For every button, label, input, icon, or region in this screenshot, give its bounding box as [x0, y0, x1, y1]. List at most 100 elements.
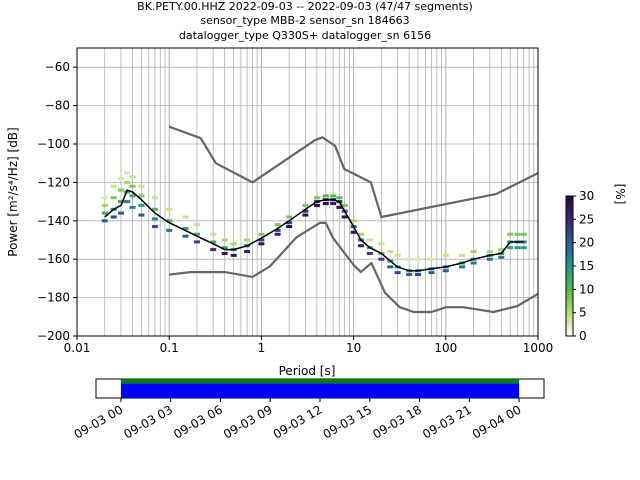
psd-cell [507, 246, 514, 250]
psd-cell [406, 273, 413, 277]
psd-cell [415, 257, 422, 261]
figure-title-line-2: sensor_type MBB-2 sensor_sn 184663 [200, 14, 409, 27]
psd-cell [428, 257, 435, 261]
psd-cell [302, 203, 309, 207]
psd-cell [415, 273, 422, 277]
psd-cell [486, 257, 493, 261]
y-axis-label: Power [m²/s⁴/Hz] [dB] [6, 127, 20, 256]
psd-cell [221, 238, 228, 242]
colorbar-tick-label: 5 [579, 306, 587, 320]
psd-cell [182, 234, 189, 238]
psd-cell [124, 200, 131, 204]
colorbar-gradient [565, 195, 574, 337]
psd-cell [498, 248, 505, 252]
psd-cell [117, 211, 124, 215]
psd-cell [406, 257, 413, 261]
psd-cell [322, 194, 329, 198]
x-tick-label: 0.1 [160, 341, 179, 355]
psd-cell [520, 240, 527, 244]
psd-cell [193, 223, 200, 227]
colorbar-tick-label: 15 [579, 259, 594, 273]
plot-frame [76, 47, 539, 337]
psd-cell [151, 217, 158, 221]
psd-cell [507, 232, 514, 236]
psd-cell [129, 184, 136, 188]
y-tick-label: −80 [45, 99, 70, 113]
psd-cell [244, 238, 251, 242]
timeline-tick-label: 09-03 15 [321, 402, 375, 441]
colorbar-ticks: 0 5 10 15 20 25 30 [573, 189, 594, 343]
psd-cell [286, 221, 293, 225]
y-tick-label: −140 [37, 214, 70, 228]
psd-cell [129, 205, 136, 209]
plot-background [77, 48, 538, 336]
psd-cell [210, 232, 217, 236]
colorbar-tick-label: 25 [579, 212, 594, 226]
psd-cell [394, 271, 401, 275]
psd-cell [486, 250, 493, 254]
psd-cell [110, 184, 117, 188]
x-axis-ticks: 0.01 0.1 1 10 100 1000 [64, 336, 553, 355]
psd-cell [101, 196, 108, 200]
high-noise-model-line [168, 125, 539, 219]
psd-cell [101, 219, 108, 223]
y-tick-label: −100 [37, 137, 70, 151]
psd-cell [428, 271, 435, 275]
psd-cell [387, 265, 394, 269]
x-tick-label: 10 [346, 341, 361, 355]
timeline-tick-label: 09-03 12 [271, 402, 325, 441]
psd-cell [459, 265, 466, 269]
y-axis-ticks: −200 −180 −160 −140 −120 −100 −80 −60 [37, 60, 77, 343]
colorbar: 0 5 10 15 20 25 30 [%] [565, 184, 627, 343]
psd-cell [302, 213, 309, 217]
y-tick-label: −200 [37, 329, 70, 343]
colorbar-tick-label: 30 [579, 189, 594, 203]
psd-cell [230, 253, 237, 257]
psd-cell [357, 232, 364, 236]
psd-cell [520, 232, 527, 236]
psd-cell [341, 215, 348, 219]
timeline-tick-label: 09-04 00 [470, 402, 524, 441]
psd-cell [330, 194, 337, 198]
psd-cell [302, 209, 309, 213]
psd-cell [110, 215, 117, 219]
psd-cell [274, 228, 281, 232]
psd-cell [101, 203, 108, 207]
psd-cell [258, 232, 265, 236]
psd-cell [357, 244, 364, 248]
psd-cell [101, 211, 108, 215]
psd-cell [366, 238, 373, 242]
psd-cell [378, 242, 385, 246]
psd-cell [129, 175, 136, 179]
colorbar-tick-label: 20 [579, 236, 594, 250]
psd-cell [514, 246, 521, 250]
psd-cell [110, 196, 117, 200]
psd-cell [258, 242, 265, 246]
x-tick-label: 0.01 [64, 341, 91, 355]
psd-cell [151, 207, 158, 211]
psd-cell [274, 223, 281, 227]
colorbar-label: [%] [613, 184, 627, 205]
psd-cell [230, 242, 237, 246]
timeline-tick-label: 09-03 18 [370, 402, 424, 441]
psd-cell [378, 257, 385, 261]
colorbar-tick-label: 0 [579, 329, 587, 343]
psd-cell [166, 219, 173, 223]
psd-cell [221, 246, 228, 250]
psd-cell [470, 250, 477, 254]
series-lines [104, 125, 539, 314]
psd-cell [124, 180, 131, 184]
psd-cell [166, 228, 173, 232]
timeline-tick-label: 09-03 03 [121, 402, 175, 441]
x-axis-label: Period [s] [279, 364, 336, 378]
psd-cell [193, 232, 200, 236]
x-tick-label: 100 [434, 341, 457, 355]
psd-plot: 0.01 0.1 1 10 100 1000 −200 −180 −160 −140 −120 −1… [6, 47, 553, 378]
psd-cell [182, 215, 189, 219]
timeline-tick-label: 09-03 21 [420, 402, 474, 441]
psd-cell [193, 240, 200, 244]
psd-cell [151, 225, 158, 229]
psd-cell [129, 194, 136, 198]
